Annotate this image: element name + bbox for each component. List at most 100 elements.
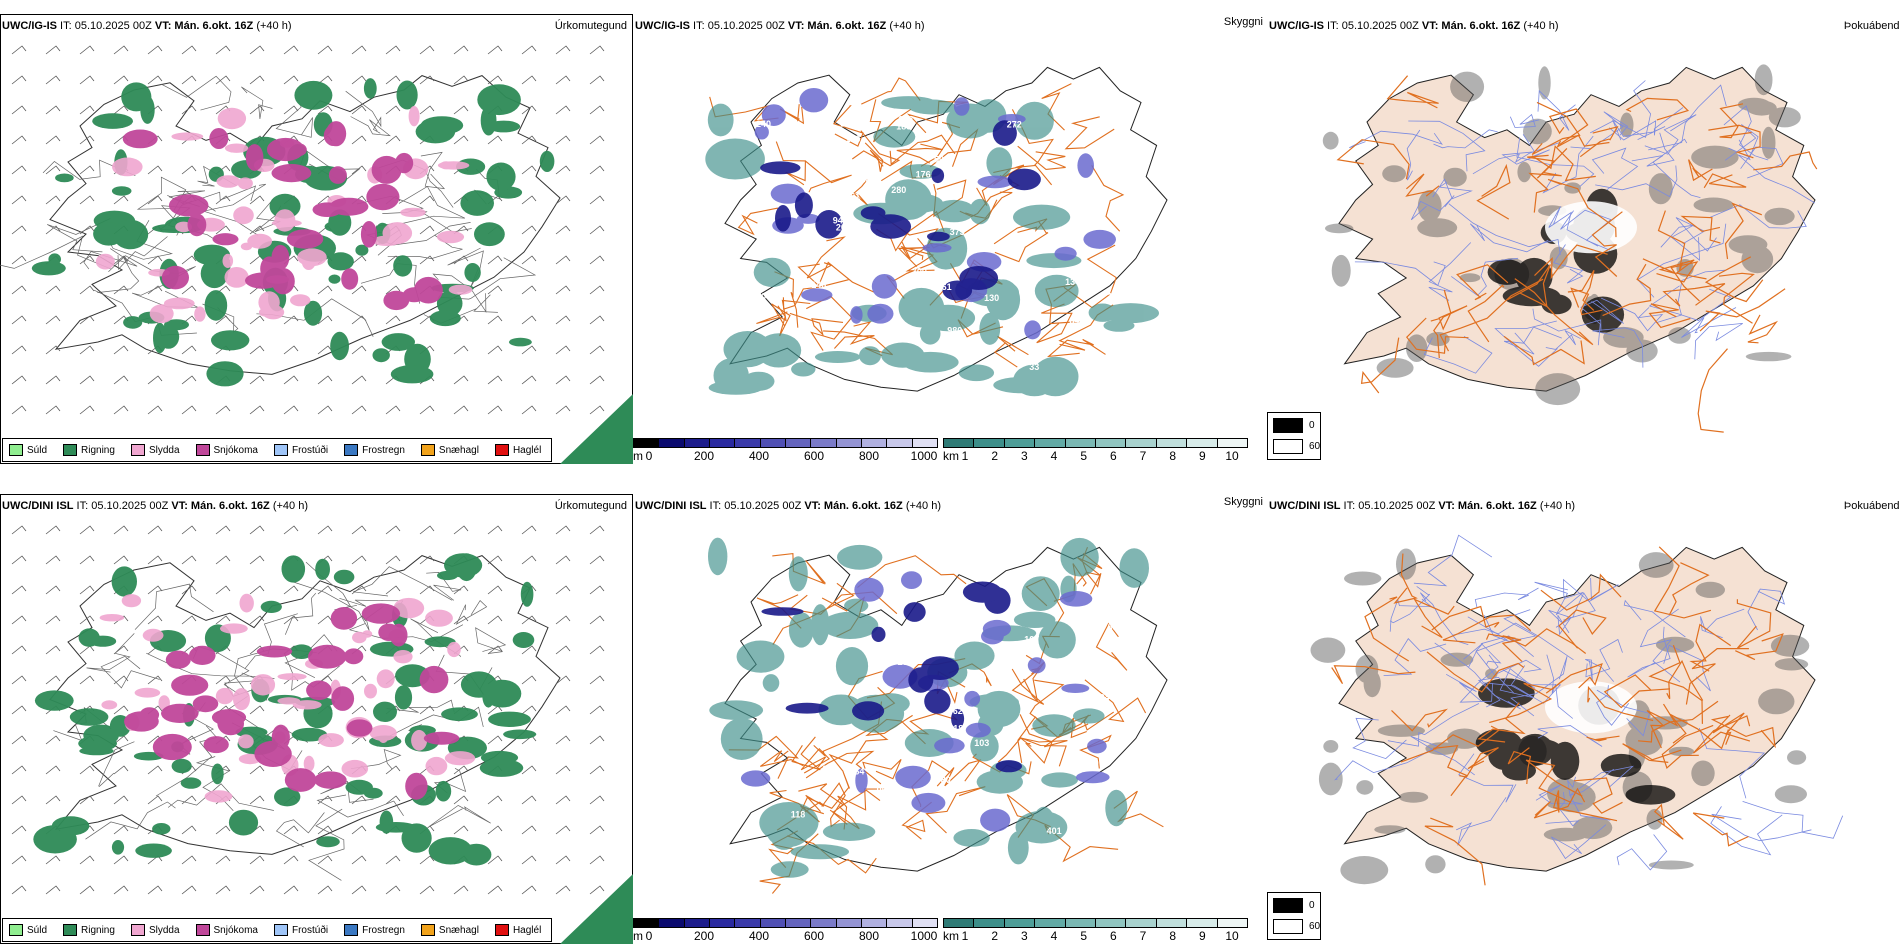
colorbar-tick: 200 [693, 929, 715, 943]
valid-time-label: VT: [787, 20, 805, 32]
ceiling-value-label: 411 [1101, 94, 1116, 104]
legend-item: Snæhagl [420, 444, 479, 456]
colorbar-cell [887, 919, 913, 927]
ceiling-value-label: 107 [1024, 635, 1039, 645]
legend-label: Slydda [148, 444, 180, 456]
colorbar-tick: 600 [803, 449, 825, 463]
legend-item: Snæhagl [420, 924, 479, 936]
colorbar-tick: 1 [961, 449, 969, 463]
panel-header: UWC/IG-IS IT: 05.10.2025 00Z VT: Mán. 6.… [1269, 20, 1559, 33]
legend-swatch [273, 444, 288, 456]
ceiling-value-label: 61 [1107, 354, 1117, 364]
colorbar-cell [1217, 919, 1248, 927]
precip-type-map-panel-2: UWC/DINI ISL IT: 05.10.2025 00Z VT: Mán.… [0, 494, 633, 944]
colorbar-cell [1035, 439, 1066, 447]
fog-index-map-panel-2: UWC/DINI ISL IT: 05.10.2025 00Z VT: Mán.… [1263, 494, 1900, 944]
init-time: IT: 05.10.2025 00Z [1324, 20, 1422, 32]
ceiling-value-label: 134 [1065, 277, 1080, 287]
init-time: IT: 05.10.2025 00Z [57, 20, 155, 32]
colorbar-cell [1096, 439, 1127, 447]
field-blobs [760, 120, 1041, 301]
legend-item: Haglél [494, 924, 541, 936]
legend-label: Frostregn [362, 924, 405, 936]
model-name: UWC/IG-IS [1269, 20, 1324, 32]
ceiling-value-label: 84 [1069, 315, 1079, 325]
ceiling-value-label: 188 [896, 121, 911, 131]
precip-map-svg-2 [11, 525, 633, 944]
precip-map-svg-1 [0, 45, 633, 464]
ceiling-value-label: 92 [981, 799, 991, 809]
legend-item: Snjókoma [195, 444, 258, 456]
valid-time-label: VT: [154, 20, 172, 32]
legend-item: Rigning [63, 444, 115, 456]
ceiling-value-label: 146 [811, 280, 826, 290]
init-time: IT: 05.10.2025 00Z [1340, 500, 1439, 512]
colorbar-tick: 1 [961, 929, 969, 943]
legend-label: Haglél [512, 444, 542, 456]
lead-time: (+40 h) [253, 20, 292, 32]
ceiling-value-label: 395 [1079, 812, 1094, 822]
colorbar-cell [785, 919, 812, 927]
colorbar-tick: 1000 [910, 929, 938, 943]
colorbar-cell [944, 439, 975, 447]
colorbar-cell [974, 439, 1005, 447]
ceiling-value-label: 133 [845, 134, 860, 144]
colorbar-cell [684, 919, 710, 927]
lead-time: (+40 h) [902, 500, 941, 512]
colorbar-cell [1187, 919, 1218, 927]
colorbar-tick: 2 [991, 449, 998, 463]
shade-min: 0 [1309, 420, 1315, 431]
colorbar-tick: 600 [803, 929, 825, 943]
ceiling-value-label: 472 [886, 800, 901, 810]
model-name: UWC/DINI ISL [635, 500, 707, 512]
ceiling-value-label: 280 [891, 185, 906, 195]
colorbar-tick: 10 [1225, 929, 1239, 943]
colorbar-tick: 800 [858, 929, 880, 943]
panel-header: UWC/IG-IS IT: 05.10.2025 00Z VT: Mán. 6.… [635, 20, 925, 33]
colorbar-unit: m [633, 449, 643, 463]
ceiling-value-label: 195 [892, 634, 907, 644]
fog-map-svg-1 [1322, 64, 1818, 433]
ceiling-value-label: 252 [898, 657, 913, 667]
colorbar-cell [634, 439, 660, 447]
valid-time: Mán. 6.okt. 16Z [187, 500, 270, 512]
colorbar-tick: 200 [693, 449, 715, 463]
legend-swatch [9, 444, 23, 456]
map-linework [1336, 75, 1818, 433]
skyggni-title: Skyggni [1223, 496, 1263, 508]
legend-item: Súld [9, 924, 47, 936]
valid-time: Mán. 6.okt. 16Z [804, 20, 887, 32]
ceiling-value-label: 240 [756, 119, 771, 129]
ceiling-value-label: 129 [1108, 291, 1123, 301]
ceiling-value-label: 99 [1089, 758, 1099, 768]
legend-item: Haglél [494, 444, 542, 456]
init-time: IT: 05.10.2025 00Z [690, 20, 788, 32]
ceiling-map-svg-1: 84 133 134 130 129 259 143 146 176 272 411 375 980 94… [705, 66, 1168, 397]
ceiling-value-label: 661 [937, 282, 952, 292]
colorbar-tick: 2 [991, 929, 998, 943]
legend-label: Súld [27, 924, 48, 936]
legend-label: Snjókoma [213, 444, 258, 456]
ceiling-value-label: 80 [941, 775, 951, 785]
fog-index-map-panel-1: UWC/IG-IS IT: 05.10.2025 00Z VT: Mán. 6.… [1263, 14, 1900, 464]
lead-time: (+40 h) [269, 500, 308, 512]
ceiling-value-label: 375 [950, 227, 965, 237]
colorbar-tick: 6 [1109, 449, 1117, 463]
legend-label: Snæhagl [438, 444, 479, 456]
ceiling-value-label: 62 [1108, 621, 1118, 631]
ceiling-value-label: 130 [984, 293, 999, 303]
field-blobs [754, 88, 1116, 340]
legend-label: Frostúði [291, 444, 329, 456]
lead-time: (+40 h) [886, 20, 925, 32]
colorbar-cell [1156, 439, 1188, 447]
ceiling-value-label: 300 [912, 266, 927, 276]
legend-label: Frostregn [362, 444, 405, 456]
colorbar-unit: km [943, 929, 959, 943]
legend-swatch [63, 444, 78, 456]
ceiling-value-label: 143 [898, 115, 913, 125]
shade-max: 60 [1309, 441, 1321, 452]
legend-item: Slydda [130, 444, 180, 456]
ceiling-value-label: 58 [968, 799, 978, 809]
precip-type-title: Úrkomutegund [554, 500, 627, 512]
map-linework [1334, 534, 1844, 871]
